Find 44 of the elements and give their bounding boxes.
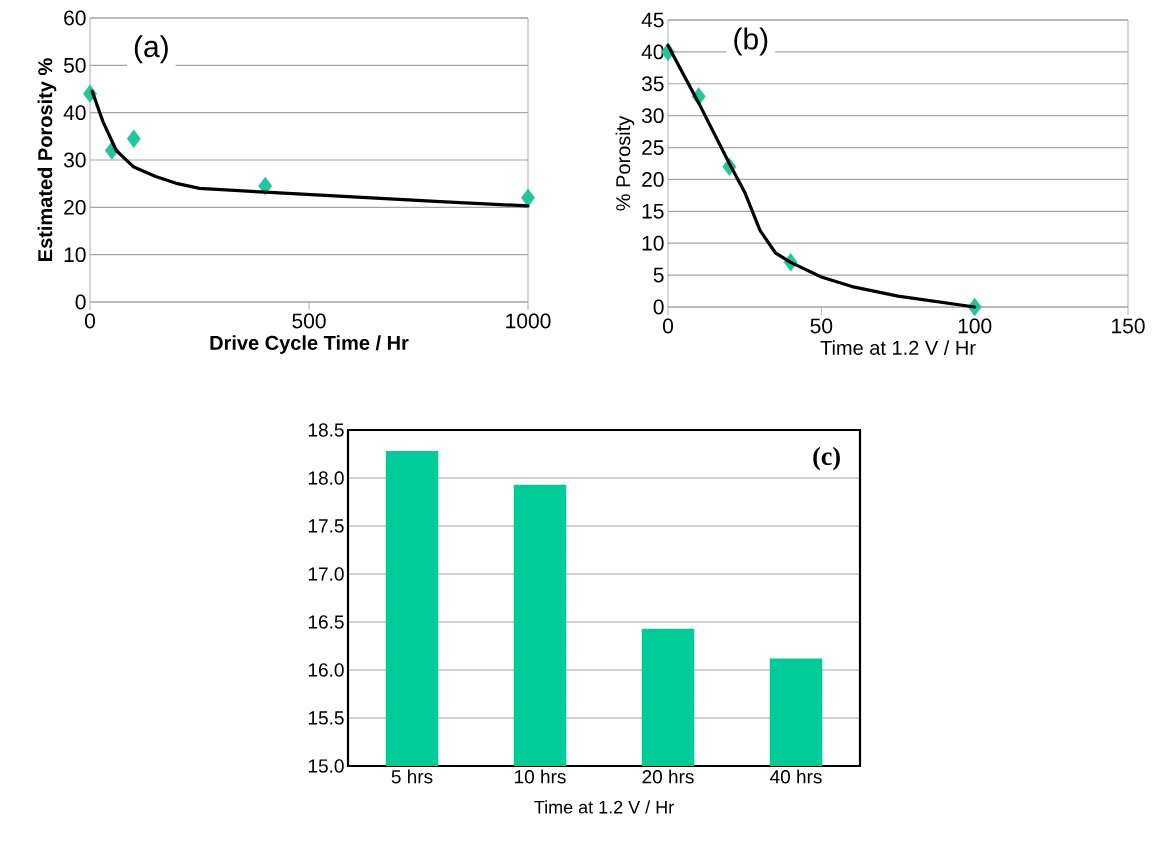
y-tick-label: 18.5 [308, 423, 344, 437]
x-tick-label: 10 hrs [515, 769, 566, 784]
point [521, 188, 535, 208]
point [126, 129, 141, 148]
y-tick-label: 17.0 [308, 567, 344, 581]
y-tick-label: 10 [64, 247, 86, 263]
y-tick-label: 16.0 [308, 663, 344, 677]
x-axis-title: Drive Cycle Time / Hr [210, 335, 409, 354]
y-axis-title: % Porosity [615, 115, 635, 211]
y-tick-label: 0 [653, 299, 664, 315]
y-tick-label: 5 [653, 267, 664, 283]
y-tick-label: 10 [642, 235, 664, 251]
x-tick-label: 150 [1112, 318, 1145, 334]
x-tick-label: 50 [810, 318, 833, 334]
x-tick-label: 5 hrs [391, 769, 433, 784]
y-tick-label: 0 [75, 294, 86, 310]
x-tick-label: 1000 [506, 313, 551, 329]
y-tick-label: 30 [63, 152, 86, 168]
y-tick-label: 50 [63, 57, 86, 73]
x-axis-title: Time at 1.2 V / Hr [820, 340, 976, 355]
y-axis-title: Estimated Porosity % [37, 58, 57, 261]
y-tick-label: 15 [642, 204, 664, 219]
x-tick-label: 0 [84, 313, 96, 329]
y-tick-label: 60 [64, 10, 86, 26]
y-tick-label: 20 [642, 172, 664, 187]
x-axis-title: Time at 1.2 V / Hr [534, 800, 674, 814]
y-tick-label: 40 [63, 105, 86, 121]
y-tick-label: 15.0 [308, 759, 344, 773]
x-tick-label: 40 hrs [770, 769, 822, 784]
y-tick-label: 18.0 [308, 471, 344, 485]
y-tick-label: 15.5 [308, 711, 344, 725]
y-tick-label: 16.5 [308, 615, 344, 629]
y-tick-label: 30 [641, 108, 664, 124]
y-tick-label: 20 [64, 199, 86, 215]
y-tick-label: 17.5 [308, 519, 344, 533]
y-tick-label: 45 [641, 12, 664, 28]
x-tick-label: 500 [292, 313, 326, 329]
x-tick-label: 20 hrs [642, 769, 694, 784]
y-tick-label: 25 [642, 140, 664, 155]
annotation: (a) [134, 35, 168, 64]
annotation: (b) [734, 27, 768, 56]
x-tick-label: 100 [958, 318, 992, 334]
annotation: (c) [813, 446, 840, 471]
y-tick-label: 35 [641, 76, 664, 92]
